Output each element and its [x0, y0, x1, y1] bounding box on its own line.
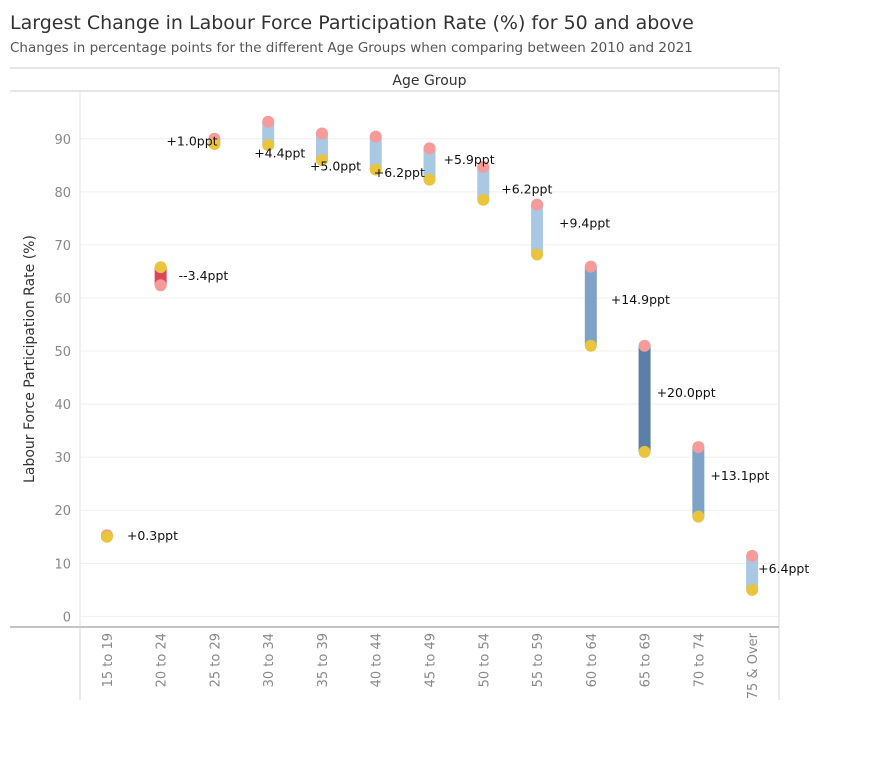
y-tick-label: 0	[63, 610, 71, 625]
x-tick-label: 35 to 39	[316, 633, 331, 687]
point-2010	[638, 445, 651, 458]
point-2010	[746, 583, 759, 596]
change-bar	[531, 204, 544, 255]
x-tick-label: 60 to 64	[585, 633, 600, 687]
change-bar	[423, 148, 436, 180]
y-tick-label: 80	[54, 186, 71, 201]
change-bar	[369, 136, 382, 170]
point-2021	[692, 441, 705, 454]
chart-subtitle: Changes in percentage points for the dif…	[10, 40, 693, 56]
change-label: +13.1ppt	[710, 468, 769, 483]
change-label: +6.2ppt	[374, 165, 425, 180]
chart-frame	[10, 67, 780, 700]
point-2010	[208, 138, 221, 151]
point-2010	[100, 530, 113, 543]
change-label: +6.2ppt	[501, 181, 552, 196]
x-tick-label: 15 to 19	[101, 633, 116, 687]
change-label: +5.9ppt	[444, 152, 495, 167]
y-tick-label: 90	[54, 133, 71, 148]
point-2021	[423, 142, 436, 155]
point-2021	[584, 260, 597, 273]
point-2021	[746, 549, 759, 562]
change-bar	[584, 266, 597, 346]
change-label: +5.0ppt	[310, 159, 361, 174]
point-2010	[423, 173, 436, 186]
change-bar	[477, 166, 490, 200]
change-label: +14.9ppt	[611, 292, 670, 307]
point-2010	[369, 163, 382, 176]
x-tick-label: 20 to 24	[155, 633, 170, 687]
data-labels: +0.3ppt --3.4ppt +1.0ppt +4.4ppt +5.0ppt +6.2…	[127, 133, 809, 575]
change-label: +4.4ppt	[254, 145, 305, 160]
x-tick-label: 40 to 44	[370, 633, 385, 687]
change-label: --3.4ppt	[179, 268, 229, 283]
change-label: +1.0ppt	[166, 133, 217, 148]
change-label: +6.4ppt	[758, 561, 809, 576]
dumbbell-marks	[100, 115, 759, 596]
point-2021	[477, 160, 490, 173]
point-2010	[154, 261, 167, 274]
chart-title: Largest Change in Labour Force Participa…	[10, 12, 694, 34]
y-axis-title: Labour Force Participation Rate (%)	[22, 235, 38, 483]
y-tick-label: 50	[54, 345, 71, 360]
point-2010	[584, 339, 597, 352]
x-tick-label: 55 to 59	[531, 633, 546, 687]
x-tick-label: 50 to 54	[477, 633, 492, 687]
x-tick-label: 45 to 49	[424, 633, 439, 687]
x-tick-labels: 15 to 19 20 to 24 25 to 29 30 to 34 35 to 39…	[101, 632, 761, 699]
change-bar	[638, 345, 651, 452]
x-tick-label: 70 to 74	[692, 633, 707, 687]
change-bar	[262, 121, 275, 146]
x-tick-label: 65 to 69	[639, 633, 654, 687]
y-tick-label: 30	[54, 451, 71, 466]
point-2021	[638, 339, 651, 352]
point-2021	[369, 130, 382, 143]
y-tick-labels: 0 10 20 30 40 50 60 70 80 90	[54, 133, 71, 626]
point-2021	[154, 279, 167, 292]
point-2010	[262, 139, 275, 152]
change-bar	[315, 133, 328, 160]
y-tick-label: 40	[54, 398, 71, 413]
x-tick-label: 30 to 34	[262, 633, 277, 687]
point-2010	[692, 510, 705, 523]
point-2021	[315, 127, 328, 140]
y-tick-label: 70	[54, 239, 71, 254]
x-tick-label: 75 & Over	[746, 632, 761, 699]
point-2021	[262, 115, 275, 128]
x-tick-label: 25 to 29	[208, 633, 223, 687]
gridlines	[80, 138, 779, 617]
change-label: +0.3ppt	[127, 528, 178, 543]
change-label: +9.4ppt	[559, 216, 610, 231]
point-2010	[531, 248, 544, 261]
y-tick-label: 20	[54, 504, 71, 519]
point-2021	[531, 198, 544, 211]
point-2010	[477, 193, 490, 206]
change-label: +20.0ppt	[657, 385, 716, 400]
y-tick-label: 60	[54, 292, 71, 307]
change-bar	[746, 555, 759, 590]
change-bar	[692, 447, 705, 517]
column-header: Age Group	[392, 73, 466, 89]
point-2010	[315, 153, 328, 166]
y-tick-label: 10	[54, 557, 71, 572]
